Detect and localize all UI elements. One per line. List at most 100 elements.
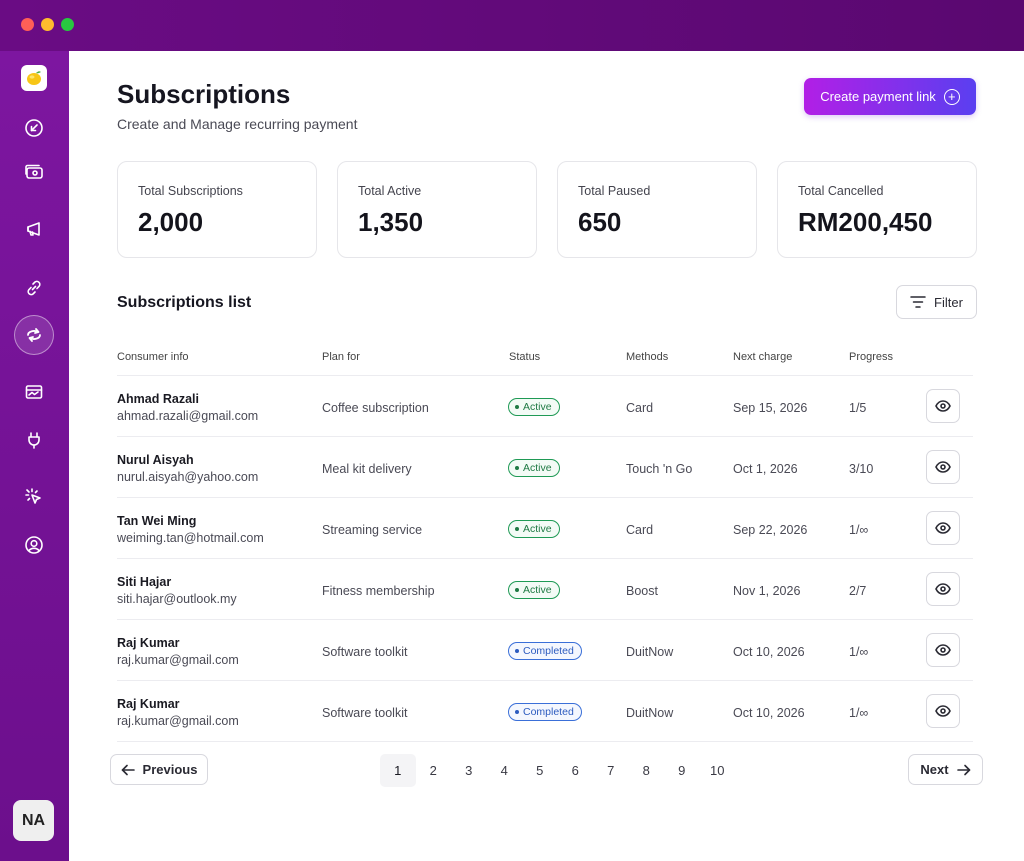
consumer-email: raj.kumar@gmail.com: [117, 653, 239, 667]
status-label: Completed: [523, 645, 574, 657]
column-header-methods[interactable]: Methods: [626, 351, 669, 363]
column-header-plan-for[interactable]: Plan for: [322, 351, 360, 363]
create-payment-link-button[interactable]: Create payment link +: [804, 78, 976, 115]
arrow-down-left-circle-icon[interactable]: [19, 113, 49, 143]
table-row[interactable]: Raj Kumar raj.kumar@gmail.com Software too…: [117, 620, 973, 681]
page-number-7[interactable]: 7: [607, 763, 615, 778]
next-charge-cell: Sep 22, 2026: [733, 523, 808, 537]
page-number-6[interactable]: 6: [571, 763, 579, 778]
previous-page-button[interactable]: Previous: [110, 754, 208, 785]
status-dot-icon: [515, 649, 519, 653]
status-label: Active: [523, 401, 552, 413]
wallet-card-icon[interactable]: [19, 157, 49, 187]
method-cell: DuitNow: [626, 645, 674, 659]
table-row[interactable]: Tan Wei Ming weiming.tan@hotmail.com Strea…: [117, 498, 973, 559]
consumer-name: Siti Hajar: [117, 575, 172, 589]
stat-card-total-subscriptions: Total Subscriptions 2,000: [117, 161, 317, 258]
consumer-name: Tan Wei Ming: [117, 514, 197, 528]
consumer-name: Ahmad Razali: [117, 392, 199, 406]
consumer-name: Raj Kumar: [117, 697, 180, 711]
page-number-3[interactable]: 3: [465, 763, 473, 778]
view-details-button[interactable]: [926, 511, 960, 545]
window-titlebar: [0, 0, 1024, 51]
plug-icon[interactable]: [19, 425, 49, 455]
megaphone-icon[interactable]: [19, 214, 49, 244]
window-close-button[interactable]: [21, 18, 34, 31]
view-details-button[interactable]: [926, 694, 960, 728]
status-dot-icon: [515, 405, 519, 409]
table-row[interactable]: Siti Hajar siti.hajar@outlook.my Fitness m…: [117, 559, 973, 620]
next-charge-cell: Sep 15, 2026: [733, 401, 808, 415]
status-badge: Active: [508, 581, 560, 599]
progress-cell: 3/10: [849, 462, 874, 476]
plan-cell: Streaming service: [322, 523, 423, 537]
window-maximize-button[interactable]: [61, 18, 74, 31]
table-row[interactable]: Raj Kumar raj.kumar@gmail.com Software too…: [117, 681, 973, 742]
column-header-next-charge[interactable]: Next charge: [733, 351, 793, 363]
user-circle-icon[interactable]: [19, 530, 49, 560]
cursor-click-icon[interactable]: [19, 482, 49, 512]
page-number-9[interactable]: 9: [678, 763, 686, 778]
avatar[interactable]: NA: [13, 800, 54, 841]
link-icon[interactable]: [19, 273, 49, 303]
column-header-progress[interactable]: Progress: [849, 351, 894, 363]
column-header-status[interactable]: Status: [509, 351, 541, 363]
page-number-10[interactable]: 10: [710, 763, 725, 778]
progress-cell: 1/5: [849, 401, 867, 415]
eye-icon: [935, 461, 951, 473]
plan-cell: Software toolkit: [322, 645, 408, 659]
status-dot-icon: [515, 527, 519, 531]
table-row[interactable]: Nurul Aisyah nurul.aisyah@yahoo.com Meal k…: [117, 437, 973, 498]
recurring-arrows-icon[interactable]: [14, 315, 54, 355]
method-cell: DuitNow: [626, 706, 674, 720]
page-number-4[interactable]: 4: [500, 763, 508, 778]
consumer-email: raj.kumar@gmail.com: [117, 714, 239, 728]
status-badge: Active: [508, 459, 560, 477]
consumer-email: ahmad.razali@gmail.com: [117, 409, 259, 423]
method-cell: Boost: [626, 584, 658, 598]
stat-value: 2,000: [138, 207, 204, 237]
eye-icon: [935, 583, 951, 595]
view-details-button[interactable]: [926, 633, 960, 667]
create-payment-link-label: Create payment link: [820, 89, 936, 104]
arrow-right-icon: [956, 764, 970, 775]
page-number-1[interactable]: 1: [380, 754, 416, 787]
pagination-pages: 1 2 3 4 5 6 7 8 9 10: [380, 754, 735, 787]
status-badge: Completed: [508, 642, 582, 660]
progress-cell: 1/∞: [849, 706, 869, 720]
next-page-button[interactable]: Next: [908, 754, 983, 785]
filter-button[interactable]: Filter: [896, 285, 977, 319]
page-number-8[interactable]: 8: [642, 763, 650, 778]
invoice-icon[interactable]: [19, 377, 49, 407]
window-minimize-button[interactable]: [41, 18, 54, 31]
method-cell: Card: [626, 401, 654, 415]
status-label: Completed: [523, 706, 574, 718]
view-details-button[interactable]: [926, 389, 960, 423]
stat-card-total-paused: Total Paused 650: [557, 161, 757, 258]
subscriptions-list-title: Subscriptions list: [117, 294, 252, 311]
status-label: Active: [523, 523, 552, 535]
view-details-button[interactable]: [926, 450, 960, 484]
page-number-2[interactable]: 2: [429, 763, 437, 778]
table-header-divider: [117, 375, 973, 376]
consumer-name: Raj Kumar: [117, 636, 180, 650]
stat-card-total-active: Total Active 1,350: [337, 161, 537, 258]
plan-cell: Fitness membership: [322, 584, 435, 598]
stat-card-total-cancelled: Total Cancelled RM200,450: [777, 161, 977, 258]
lemon-logo-icon[interactable]: [21, 65, 47, 91]
page-number-5[interactable]: 5: [536, 763, 544, 778]
stat-value: 650: [578, 207, 622, 237]
consumer-name: Nurul Aisyah: [117, 453, 194, 467]
status-badge: Completed: [508, 703, 582, 721]
view-details-button[interactable]: [926, 572, 960, 606]
status-dot-icon: [515, 710, 519, 714]
page-title: Subscriptions: [117, 79, 291, 109]
eye-icon: [935, 644, 951, 656]
table-row[interactable]: Ahmad Razali ahmad.razali@gmail.com Coffee…: [117, 376, 973, 437]
status-label: Active: [523, 584, 552, 596]
eye-icon: [935, 705, 951, 717]
previous-label: Previous: [142, 762, 198, 777]
plan-cell: Software toolkit: [322, 706, 408, 720]
column-header-consumer-info[interactable]: Consumer info: [117, 351, 189, 363]
filter-label: Filter: [934, 294, 963, 310]
